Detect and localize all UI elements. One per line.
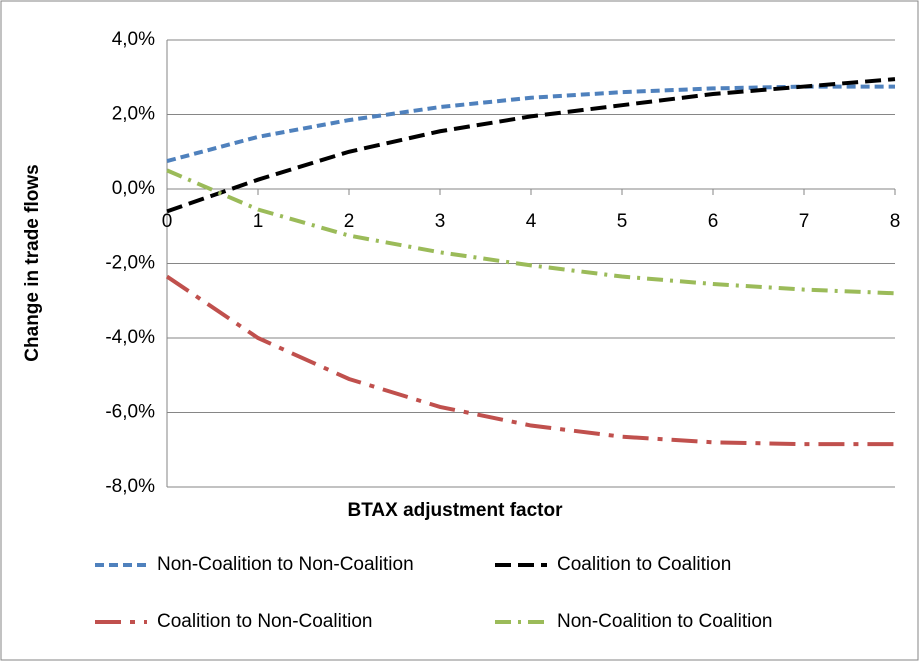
x-tick-label: 4 (526, 211, 537, 232)
x-tick-label: 6 (708, 211, 719, 232)
series-line (166, 77, 896, 214)
legend-label: Coalition to Non-Coalition (157, 611, 372, 632)
x-tick-label: 8 (890, 211, 901, 232)
y-tick-label: -6,0% (105, 402, 155, 423)
y-tick-label: 2,0% (112, 104, 155, 125)
x-tick-label: 7 (799, 211, 810, 232)
x-tick-label: 5 (617, 211, 628, 232)
y-axis-title: Change in trade flows (22, 164, 43, 361)
legend-label: Non-Coalition to Non-Coalition (157, 554, 414, 575)
series-line (165, 274, 895, 447)
series-line (166, 168, 896, 296)
x-tick-label: 2 (344, 211, 355, 232)
y-tick-label: -4,0% (105, 327, 155, 348)
x-tick-label: 1 (253, 211, 264, 232)
legend-label: Coalition to Coalition (557, 554, 731, 575)
x-tick-label: 3 (435, 211, 446, 232)
y-tick-label: 4,0% (112, 29, 155, 50)
y-tick-label: -8,0% (105, 476, 155, 497)
series-line (166, 84, 895, 163)
y-tick-label: -2,0% (105, 253, 155, 274)
legend-label: Non-Coalition to Coalition (557, 611, 772, 632)
x-axis-title: BTAX adjustment factor (347, 500, 563, 521)
x-tick-label: 0 (162, 211, 173, 232)
y-tick-label: 0,0% (112, 178, 155, 199)
